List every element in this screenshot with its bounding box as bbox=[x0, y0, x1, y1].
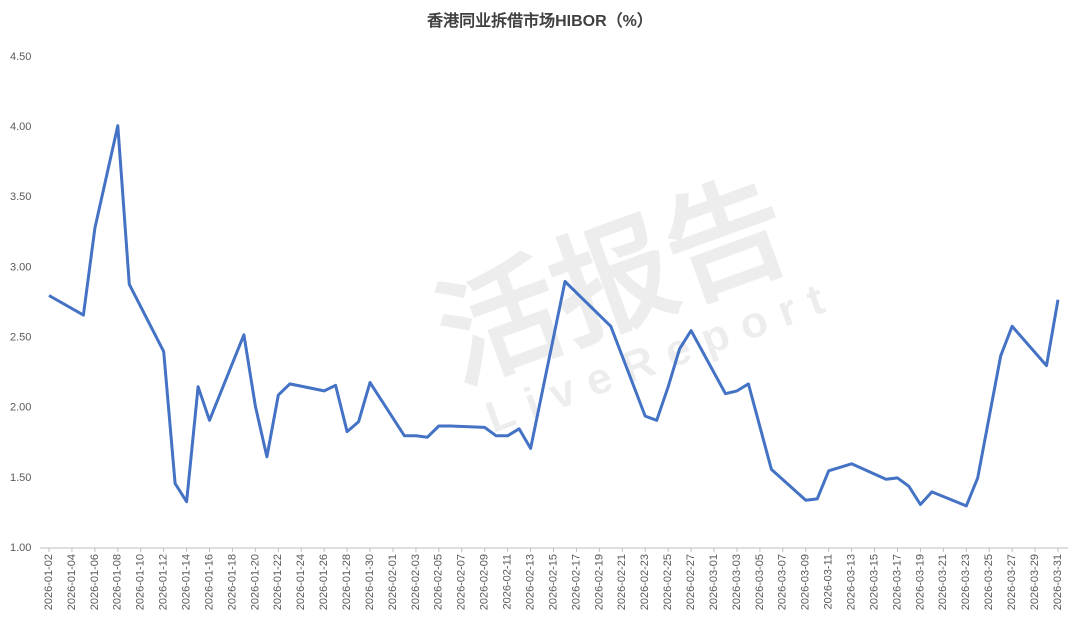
x-tick-label: 2026-03-11 bbox=[823, 554, 835, 609]
x-tick-label: 2026-01-12 bbox=[158, 554, 170, 610]
x-tick-label: 2026-02-09 bbox=[479, 554, 491, 610]
x-tick-label: 2026-02-23 bbox=[639, 554, 651, 610]
x-tick-label: 2026-03-31 bbox=[1052, 554, 1064, 610]
x-tick-label: 2026-02-21 bbox=[616, 554, 628, 610]
x-tick-label: 2026-02-05 bbox=[433, 554, 445, 610]
x-tick-label: 2026-01-10 bbox=[135, 554, 147, 610]
x-tick-label: 2026-03-05 bbox=[754, 554, 766, 610]
watermark: 活报告 LiveReport bbox=[421, 157, 844, 442]
x-tick-label: 2026-01-26 bbox=[318, 554, 330, 610]
x-tick-label: 2026-02-13 bbox=[524, 554, 536, 610]
x-tick-label: 2026-03-07 bbox=[777, 554, 789, 610]
x-tick-label: 2026-01-22 bbox=[272, 554, 284, 610]
x-tick-label: 2026-01-28 bbox=[341, 554, 353, 610]
x-tick-label: 2026-01-08 bbox=[112, 554, 124, 610]
y-tick-label: 2.50 bbox=[10, 331, 31, 343]
x-tick-label: 2026-02-07 bbox=[456, 554, 468, 610]
x-tick-label: 2026-03-03 bbox=[731, 554, 743, 610]
x-tick-label: 2026-02-27 bbox=[685, 554, 697, 610]
x-tick-label: 2026-03-19 bbox=[914, 554, 926, 610]
x-tick-label: 2026-02-25 bbox=[662, 554, 674, 610]
x-tick-label: 2026-02-03 bbox=[410, 554, 422, 610]
x-tick-label: 2026-02-15 bbox=[547, 554, 559, 610]
x-tick-label: 2026-02-17 bbox=[570, 554, 582, 610]
y-tick-label: 3.50 bbox=[10, 191, 31, 203]
x-tick-label: 2026-03-21 bbox=[937, 554, 949, 610]
x-tick-label: 2026-01-20 bbox=[249, 554, 261, 610]
x-tick-label: 2026-03-13 bbox=[846, 554, 858, 610]
x-tick-label: 2026-01-04 bbox=[66, 554, 78, 610]
x-tick-label: 2026-01-02 bbox=[43, 554, 55, 610]
y-tick-label: 4.00 bbox=[10, 121, 31, 133]
line bbox=[48, 124, 1060, 508]
x-tick-label: 2026-02-19 bbox=[593, 554, 605, 610]
x-tick-label: 2026-01-18 bbox=[226, 554, 238, 610]
x-tick-label: 2026-03-17 bbox=[891, 554, 903, 610]
x-tick-label: 2026-02-01 bbox=[387, 554, 399, 610]
x-tick-label: 2026-03-09 bbox=[800, 554, 812, 610]
y-tick-label: 1.50 bbox=[10, 472, 31, 484]
chart-title: 香港同业拆借市场HIBOR（%） bbox=[426, 11, 653, 30]
x-tick-label: 2026-02-11 bbox=[502, 554, 514, 609]
x-tick-label: 2026-01-06 bbox=[89, 554, 101, 610]
x-tick-label: 2026-01-14 bbox=[180, 554, 192, 610]
x-tick-label: 2026-03-01 bbox=[708, 554, 720, 610]
x-tick-label: 2026-03-25 bbox=[983, 554, 995, 610]
x-tick-label: 2026-03-27 bbox=[1006, 554, 1018, 610]
x-tick-label: 2026-03-29 bbox=[1029, 554, 1041, 610]
y-tick-label: 1.00 bbox=[10, 542, 31, 554]
x-tick-label: 2026-03-15 bbox=[868, 554, 880, 610]
x-tick-label: 2026-03-23 bbox=[960, 554, 972, 610]
x-tick-label: 2026-01-16 bbox=[203, 554, 215, 610]
y-tick-label: 2.00 bbox=[10, 402, 31, 414]
x-tick-label: 2026-01-24 bbox=[295, 554, 307, 610]
x-tick-label: 2026-01-30 bbox=[364, 554, 376, 610]
y-tick-label: 4.50 bbox=[10, 51, 31, 63]
y-tick-label: 3.00 bbox=[10, 261, 31, 273]
